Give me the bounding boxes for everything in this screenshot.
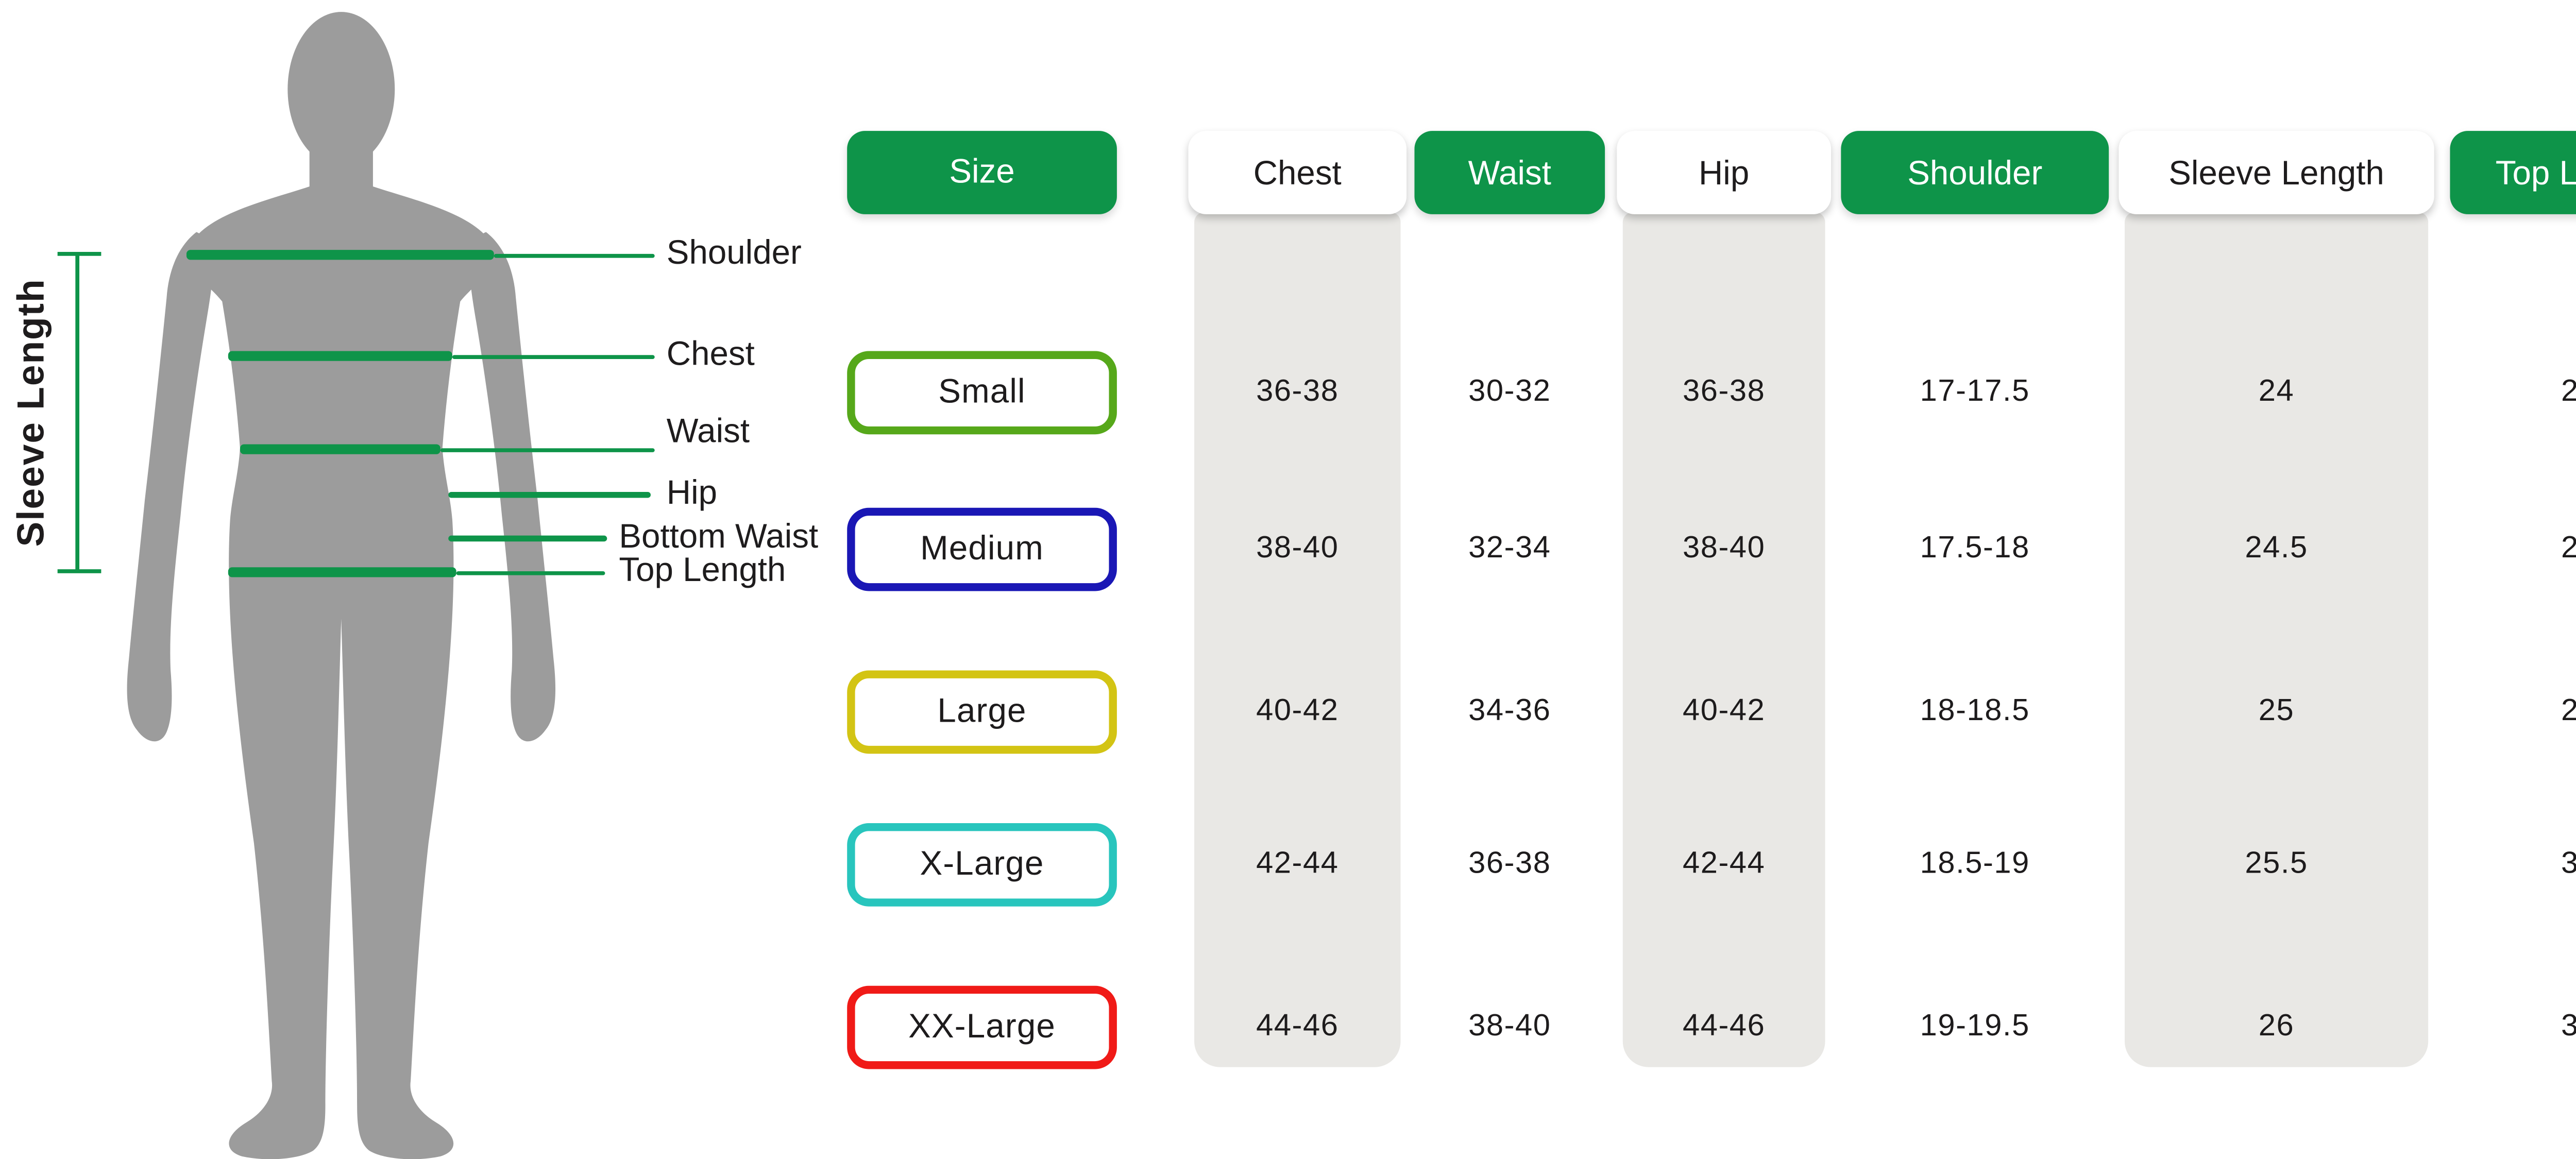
shoulder-line-thin [494,252,655,257]
silhouette-torso-legs [187,150,496,1159]
cell-chest-small: 36-38 [1256,374,1339,409]
cell-hip-medium: 38-40 [1682,531,1766,566]
sleeve-length-bracket-bottom-cap [57,569,101,573]
size-button-xx-large[interactable]: XX-Large [847,985,1117,1069]
column-shoulder: Shoulder 17-17.5 17.5-18 18-18.5 18.5-19… [1841,0,2109,1158]
column-hip-header: Hip [1617,131,1832,214]
size-button-small[interactable]: Small [847,351,1117,435]
sleeve-length-label: Sleeve Length [12,278,54,547]
waist-line-thick [240,444,440,454]
column-shoulder-header: Shoulder [1841,131,2109,214]
sleeve-length-bracket-line [75,253,80,571]
cell-sleeve-length-xx-large: 26 [2258,1009,2295,1044]
cell-chest-medium: 38-40 [1256,531,1339,566]
cell-waist-large: 34-36 [1468,694,1551,728]
cell-top-length-x-large: 30 [2450,843,2576,887]
column-waist: Waist 30-32 32-34 34-36 36-38 38-40 [1414,0,1605,1158]
top-length-line-thin [456,570,605,574]
top-length-line-thick [228,567,456,577]
body-silhouette [127,12,556,1159]
cell-hip-large: 40-42 [1682,694,1766,728]
bottom-waist-line [448,535,607,541]
column-top-length-header: Top Length [2450,131,2576,214]
size-column-header: Size [847,131,1117,214]
cell-waist-medium: 32-34 [1468,531,1551,566]
measurement-label-bottom-waist: Bottom Waist [619,518,819,556]
silhouette-right-arm [469,232,556,742]
column-chest: Chest 36-38 38-40 40-42 42-44 44-46 [1188,0,1407,1158]
cell-waist-x-large: 36-38 [1468,847,1551,881]
cell-hip-xx-large: 44-46 [1682,1009,1766,1044]
cell-waist-xx-large: 38-40 [1468,1009,1551,1044]
column-hip: Hip 36-38 38-40 40-42 42-44 44-46 [1617,0,1832,1158]
cell-hip-x-large: 42-44 [1682,847,1766,881]
waist-line-thin [440,447,655,452]
column-sleeve-length-header: Sleeve Length [2119,131,2434,214]
column-chest-body [1194,212,1401,1067]
measurement-label-chest: Chest [666,335,755,373]
cell-shoulder-x-large: 18.5-19 [1920,847,2030,881]
cell-chest-xx-large: 44-46 [1256,1009,1339,1044]
column-chest-header: Chest [1188,131,1407,214]
column-top-length: Top Length 27 28 29 30 31 [2450,0,2576,1158]
cell-waist-small: 30-32 [1468,374,1551,409]
sleeve-length-bracket-top-cap [57,252,101,256]
hip-line [448,491,651,497]
cell-shoulder-medium: 17.5-18 [1920,531,2030,566]
cell-sleeve-length-x-large: 25.5 [2245,847,2308,881]
cell-hip-small: 36-38 [1682,374,1766,409]
cell-sleeve-length-large: 25 [2258,694,2295,728]
chest-line-thin [452,354,655,359]
column-sleeve-length: Sleeve Length 24 24.5 25 25.5 26 [2119,0,2434,1158]
cell-shoulder-xx-large: 19-19.5 [1920,1009,2030,1044]
size-button-medium[interactable]: Medium [847,507,1117,591]
cell-sleeve-length-medium: 24.5 [2245,531,2308,566]
shoulder-line-thick [186,250,494,260]
measurement-label-hip: Hip [666,474,718,512]
cell-shoulder-large: 18-18.5 [1920,694,2030,728]
cell-top-length-large: 29 [2450,690,2576,734]
measurement-label-shoulder: Shoulder [666,234,802,272]
column-hip-body [1622,212,1825,1067]
silhouette-left-arm [127,232,213,742]
cell-top-length-medium: 28 [2450,527,2576,571]
cell-shoulder-small: 17-17.5 [1920,374,2030,409]
column-sleeve-length-body [2124,212,2429,1067]
cell-sleeve-length-small: 24 [2258,374,2295,409]
silhouette-head [287,12,395,167]
column-waist-header: Waist [1414,131,1605,214]
size-button-x-large[interactable]: X-Large [847,823,1117,907]
measurement-label-top-length: Top Length [619,551,786,589]
cell-chest-large: 40-42 [1256,694,1339,728]
size-button-large[interactable]: Large [847,670,1117,754]
measurement-label-waist: Waist [666,412,750,451]
chest-line-thick [228,351,452,361]
cell-top-length-xx-large: 31 [2450,1005,2576,1049]
cell-top-length-small: 27 [2450,371,2576,415]
cell-chest-x-large: 42-44 [1256,847,1339,881]
